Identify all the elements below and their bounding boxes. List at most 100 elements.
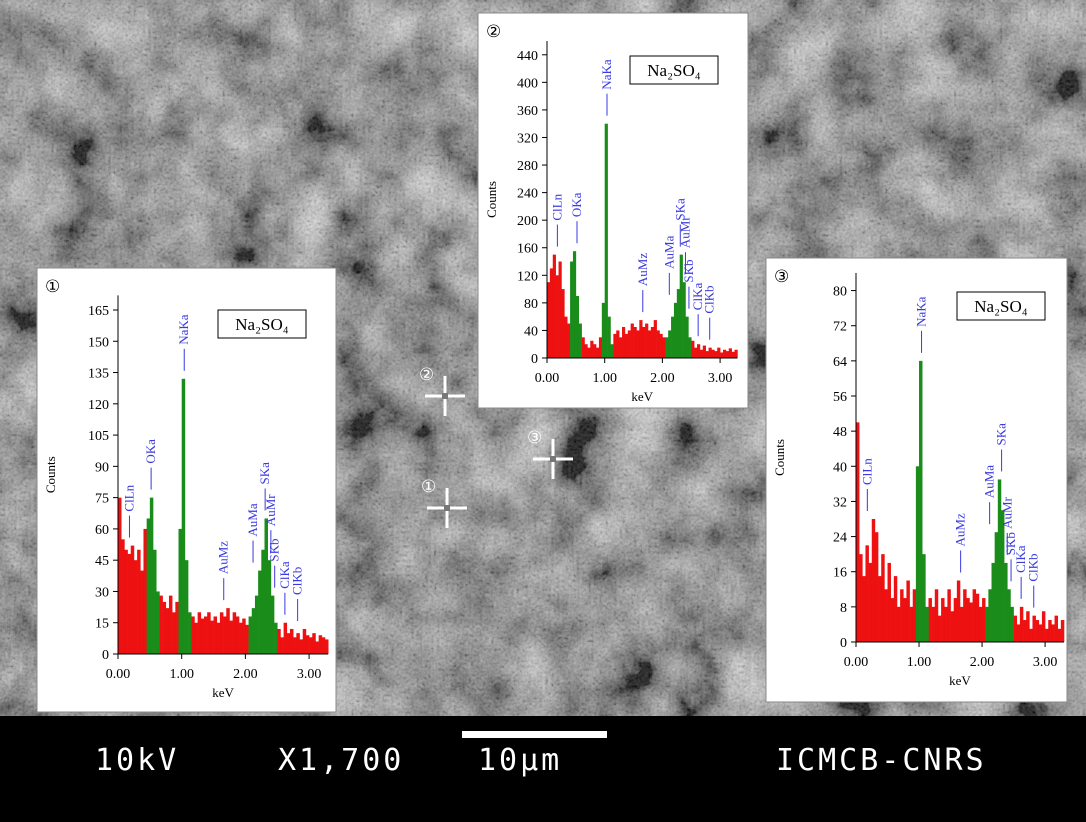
x-tick-label: 2.00: [650, 371, 675, 386]
spectrum-bar: [862, 576, 866, 642]
spectrum-bar: [1010, 606, 1014, 642]
spectrum-chart: ② Na₂SO₄ Counts keV 0 40 80 120 160 200 240 280 320 3…: [477, 12, 749, 409]
x-tick-label: 3.00: [708, 371, 733, 386]
spectrum-bar: [676, 289, 681, 358]
y-tick-label: 60: [95, 523, 109, 538]
spectrum-bar: [679, 254, 683, 358]
spectrum-bar: [1057, 628, 1062, 642]
y-tick-label: 150: [88, 335, 109, 350]
spectrum-bar: [1004, 562, 1008, 642]
y-tick-label: 16: [833, 566, 847, 581]
spectrum-bar: [868, 562, 873, 642]
spectrum-bar: [630, 323, 634, 358]
spectrum-bar: [691, 340, 695, 358]
spectrum-bar: [270, 595, 275, 654]
spectrum-bar: [277, 628, 281, 654]
spectrum-bar: [289, 628, 294, 654]
x-tick-label: 3.00: [297, 667, 322, 682]
spectrum-bar: [616, 330, 620, 358]
marker-label: ③: [527, 428, 542, 447]
spectrum-bar: [210, 620, 214, 654]
lab: ICMCB-CNRS: [776, 743, 987, 778]
x-tick-label: 2.00: [970, 655, 995, 670]
spectrum-bar: [1051, 624, 1055, 642]
spectrum-bar: [558, 261, 562, 358]
spectrum-bar: [662, 337, 666, 358]
spectrum-bar: [717, 347, 721, 358]
spectrum-bar: [293, 637, 297, 654]
spectrum-bar: [549, 268, 554, 358]
spectrum-bar: [124, 549, 128, 654]
spectrum-bar: [168, 595, 173, 654]
spectrum-bar: [261, 549, 265, 654]
spectrum-bar: [960, 606, 964, 642]
spectrum-bar: [318, 635, 323, 654]
spectrum-bar: [302, 628, 307, 654]
spectrum-bar: [175, 601, 179, 654]
y-tick-label: 200: [517, 214, 538, 229]
spectrum-bar: [604, 123, 608, 359]
spectrum-bar: [978, 606, 983, 642]
spectrum-bar: [734, 349, 738, 358]
spectrum-bar: [223, 616, 227, 654]
spectrum-bar: [963, 589, 967, 642]
panel-number: ③: [774, 267, 789, 286]
spectrum-bar: [570, 261, 574, 358]
spectrum-bar: [321, 637, 326, 654]
spectrum-bar: [934, 589, 939, 642]
spectrum-bar: [184, 560, 189, 654]
spectrum-bar: [200, 618, 205, 654]
spectrum-bar: [264, 518, 268, 654]
spectrum-bar: [593, 344, 597, 358]
scale: 10µm: [478, 743, 562, 778]
spectrum-bar: [699, 349, 704, 358]
spectrum-bar: [900, 589, 904, 642]
spectrum-bar: [925, 606, 929, 642]
spectrum-bar: [239, 622, 243, 654]
spectrum-bar: [682, 282, 686, 358]
spectrum-bar: [728, 348, 732, 358]
spectrum-bar: [242, 618, 246, 654]
crosshair: ③: [527, 428, 573, 479]
spectrum-bar: [130, 545, 135, 654]
spectrum-bar: [656, 330, 660, 358]
spectrum-bar: [547, 282, 551, 358]
spectrum-bar: [280, 637, 284, 654]
panel-number: ②: [486, 22, 501, 41]
peak-label: SKa: [994, 423, 1009, 446]
spectrum-bar: [653, 320, 657, 358]
spectrum-bar: [1035, 620, 1040, 642]
spectrum-bar: [258, 570, 262, 654]
spectrum-bar: [991, 562, 995, 642]
peak-label: SKb: [267, 538, 282, 561]
magnification: X1,700: [278, 743, 404, 778]
spectrum-bar: [1048, 620, 1052, 642]
compound-label: Na₂SO₄: [974, 297, 1027, 316]
spectrum-bar: [219, 612, 224, 654]
spectrum-bar: [731, 351, 735, 358]
spectrum-bar: [903, 598, 907, 642]
spectrum-bar: [1032, 615, 1036, 642]
y-tick-label: 160: [517, 242, 538, 257]
spectrum-bar: [146, 518, 151, 654]
peak-label: ClKa: [690, 283, 705, 311]
spectrum-bar: [673, 302, 678, 358]
y-tick-label: 72: [833, 320, 847, 335]
spectrum-bar: [874, 532, 879, 642]
y-tick-label: 24: [833, 531, 847, 546]
y-tick-label: 280: [517, 159, 538, 174]
marker-label: ②: [419, 365, 434, 384]
label-box: [956, 291, 1046, 321]
spectrum-bar: [1026, 611, 1030, 642]
spectrum-bar: [607, 316, 611, 358]
peak-label: AuMr: [999, 496, 1014, 528]
spectrum-chart: ③ Na₂SO₄ Counts keV 0 8 16 24 32 40 48 56 64 72 80 0.00…: [765, 257, 1068, 703]
spectrum-bar: [871, 519, 876, 642]
spectrum-bar: [283, 622, 288, 654]
scale-bar: [462, 731, 607, 738]
spectrum-bar: [296, 633, 300, 654]
spectrum-bar: [884, 589, 888, 642]
spectrum-bar: [994, 532, 999, 642]
spectrum-bar: [947, 589, 951, 642]
spectrum-bar: [633, 326, 637, 358]
